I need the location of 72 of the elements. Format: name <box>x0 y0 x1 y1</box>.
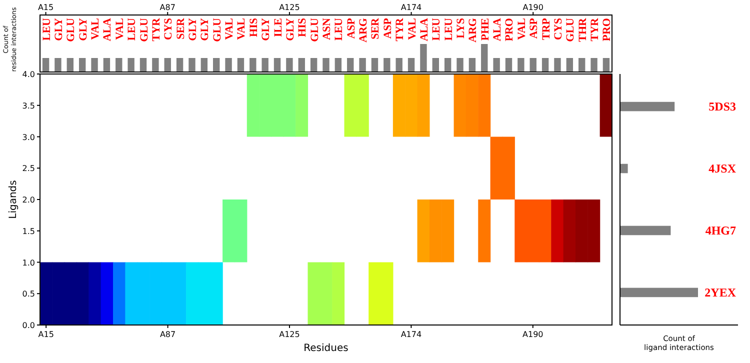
x-tick-label: ARG <box>467 18 480 42</box>
x-tick-label: GLU <box>564 18 577 42</box>
x-tick-label: SER <box>370 16 382 40</box>
y-tick-label: 4JSX <box>708 162 736 176</box>
y-tick-label: 1.5 <box>22 226 35 236</box>
text: A190 <box>522 3 544 12</box>
y-tick-label: 0.5 <box>22 290 35 299</box>
x-tick-label: VAL <box>90 18 102 40</box>
y-tick-label: 2.5 <box>22 164 35 174</box>
x-tick-label: ALA <box>102 18 114 42</box>
x-tick-label: LEU <box>126 18 138 41</box>
x-tick-label: GLY <box>284 18 296 41</box>
x-tick-label: ARG <box>358 18 370 42</box>
y-tick-label: 5DS3 <box>708 100 736 114</box>
x-tick-label: A125 <box>279 330 300 339</box>
text: A87 <box>160 3 176 12</box>
x-tick-label: LEU <box>333 18 346 41</box>
x-tick-label: TRP <box>540 18 552 40</box>
x-tick-label: A174 <box>400 330 422 339</box>
x-tick-label: VAL <box>224 18 236 40</box>
x-tick-label: ASP <box>345 18 358 39</box>
x-tick-label: GLU <box>211 18 224 42</box>
y-tick-label: 0.0 <box>22 321 35 330</box>
x-tick-label: PHE <box>479 18 492 41</box>
x-tick-label: CYS <box>162 18 175 40</box>
y-tick-label: 4HG7 <box>705 223 736 238</box>
y-tick-label: 2YEX <box>704 285 736 300</box>
x-tick-label: LEU <box>40 18 53 41</box>
x-tick-label: GLY <box>52 18 65 41</box>
x-tick-label: HIS <box>296 18 309 37</box>
y-tick-label: 2.0 <box>22 196 35 204</box>
x-tick-label: LYS <box>455 18 468 38</box>
x-tick-label: PRO <box>601 18 614 42</box>
x-tick-label: ILE <box>272 18 284 37</box>
x-tick-label: A190 <box>522 330 544 339</box>
x-tick-label: VAL <box>236 18 248 40</box>
x-tick-label: A87 <box>160 330 176 339</box>
y-tick-label: 3.5 <box>22 101 35 110</box>
x-tick-label: CYS <box>552 18 564 40</box>
x-tick-label: GLY <box>186 18 199 41</box>
x-tick-label: GLY <box>260 18 272 41</box>
x-tick-label: THR <box>576 16 589 42</box>
x-tick-label: VAL <box>114 18 126 40</box>
x-tick-label: ASN <box>321 18 333 40</box>
x-tick-label: GLU <box>65 18 78 42</box>
x-tick-label: VAL <box>406 18 418 40</box>
x-tick-label: GLY <box>199 18 212 41</box>
x-tick-label: TYR <box>394 16 406 42</box>
text: A125 <box>279 3 300 12</box>
y-axis-title: Ligands <box>8 180 19 219</box>
x-tick-label: VAL <box>516 18 528 40</box>
x-tick-label: GLU <box>138 18 150 42</box>
x-tick-label: TYR <box>589 16 602 42</box>
x-tick-label: PRO <box>504 18 516 42</box>
x-tick-label: ASP <box>528 18 540 39</box>
x-tick-label: LEU <box>442 18 455 41</box>
x-tick-label: ALA <box>492 18 504 42</box>
x-tick-label: ASP <box>382 18 394 39</box>
x-tick-label: GLU <box>308 18 321 42</box>
y-tick-label: 1.0 <box>22 258 35 268</box>
x-tick-label: SER <box>174 16 187 40</box>
y-tick-label: 3.0 <box>22 132 35 142</box>
x-tick-label: ALA <box>418 18 430 42</box>
text: A174 <box>400 3 422 12</box>
x-tick-label: GLY <box>77 18 90 41</box>
x-tick-label: LEU <box>430 18 443 41</box>
x-axis-title: Residues <box>304 343 348 354</box>
text: A15 <box>38 3 54 12</box>
y-tick-label: 4.0 <box>22 70 35 79</box>
x-tick-label: TYR <box>150 16 162 42</box>
x-tick-label: A15 <box>38 330 54 339</box>
x-tick-label: HIS <box>248 18 260 37</box>
